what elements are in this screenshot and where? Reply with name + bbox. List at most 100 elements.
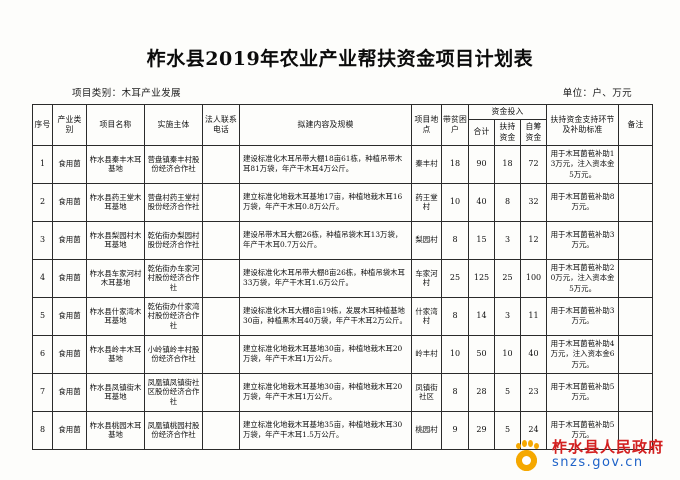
cell-remark (618, 182, 654, 222)
cell-location: 秦丰村 (411, 144, 442, 184)
cell-total: 50 (468, 334, 495, 374)
cell-project-name: 柞水县桃园木耳基地 (86, 410, 145, 450)
cell-implementer: 营盘镇秦丰村股份经济合作社 (144, 144, 203, 184)
table-row: 8 食用菌 柞水县桃园木耳基地 凤凰镇桃园村股份经济合作社 建立标准化地栽木耳基地35亩… (32, 410, 654, 450)
cell-support: 5 (494, 410, 521, 450)
cell-project-name: 柞水县岭丰木耳基地 (86, 334, 145, 374)
cell-no: 4 (32, 258, 53, 298)
cell-content-scale: 建立标准化地栽木耳基地17亩，种植地栽木耳16万袋，年产干木耳0.8万公斤。 (239, 182, 412, 222)
table-row: 5 食用菌 柞水县什家湾木耳基地 乾佑街办什家湾村股份经济合作社 建设标准化木耳大棚8亩… (32, 296, 654, 336)
cell-location: 什家湾村 (411, 296, 442, 336)
cell-remark (618, 410, 654, 450)
col-header-industry: 产业类别 (52, 104, 87, 146)
cell-total: 125 (468, 258, 495, 298)
cell-location: 岭丰村 (411, 334, 442, 374)
cell-legal-phone (202, 144, 240, 184)
table-row: 3 食用菌 柞水县梨园村木耳基地 乾佑街办梨园村股份经济合作社 建设吊带木耳大棚26栋，… (32, 220, 654, 260)
cell-self-raised: 12 (519, 220, 548, 260)
cell-content-scale: 建设吊带木耳大棚26栋，种植吊袋木耳13万袋，年产干木耳0.7万公斤。 (239, 220, 412, 260)
cell-legal-phone (202, 220, 240, 260)
cell-implementer: 小岭镇岭丰村股份经济合作社 (144, 334, 203, 374)
cell-support: 3 (494, 220, 521, 260)
cell-project-name: 柞水县凤镇街木耳基地 (86, 372, 145, 412)
cell-implementer: 营盘村药王堂村股份经济合作社 (144, 182, 203, 222)
cell-legal-phone (202, 182, 240, 222)
cell-standard: 用于木耳菌苞补助8万元。 (546, 182, 620, 222)
cell-industry: 食用菌 (52, 182, 87, 222)
cell-remark (618, 372, 654, 412)
cell-poor-households: 10 (441, 182, 469, 222)
cell-standard: 用于木耳菌苞补助5万元。 (546, 410, 620, 450)
cell-self-raised: 100 (519, 258, 548, 298)
cell-total: 29 (468, 410, 495, 450)
cell-project-name: 柞水县车家河村木耳基地 (86, 258, 145, 298)
cell-standard: 用于木耳菌苞补助20万元，注入资本金5万元。 (546, 258, 620, 298)
col-header-funds-group: 资金投入 (467, 103, 548, 121)
project-category-label: 项目类别：木耳产业发展 (72, 88, 181, 99)
cell-total: 15 (468, 220, 495, 260)
col-header-content-scale: 拟建内容及规模 (239, 104, 412, 146)
cell-remark (618, 334, 654, 374)
cell-implementer: 乾佑街办梨园村股份经济合作社 (144, 220, 203, 260)
col-header-legal-phone: 法人联系电话 (202, 104, 240, 146)
cell-legal-phone (202, 410, 240, 450)
cell-standard: 用于木耳菌苞补助4万元，注入资本金6万元。 (546, 334, 620, 374)
watermark-url: snzs.gov.cn (551, 455, 644, 471)
cell-no: 3 (32, 220, 53, 260)
cell-no: 8 (32, 410, 53, 450)
cell-content-scale: 建设标准化木耳吊带大棚8亩26栋，种植吊袋木耳33万袋，年产干木耳1.6万公斤。 (239, 258, 412, 298)
cell-support: 8 (494, 182, 521, 222)
cell-project-name: 柞水县什家湾木耳基地 (86, 296, 145, 336)
col-header-standard: 扶持资金支持环节及补助标准 (546, 104, 620, 146)
cell-support: 3 (494, 296, 521, 336)
cell-content-scale: 建立标准化地栽木耳基地30亩，种植地栽木耳20万袋，年产干木耳1万公斤。 (239, 372, 412, 412)
col-header-self-raised: 自筹资金 (519, 119, 548, 146)
cell-remark (618, 220, 654, 260)
cell-legal-phone (202, 372, 240, 412)
sub-header: 项目类别：木耳产业发展 单位：户、万元 (72, 85, 650, 99)
cell-support: 25 (494, 258, 521, 298)
cell-self-raised: 32 (519, 182, 548, 222)
cell-total: 28 (468, 372, 495, 412)
cell-industry: 食用菌 (52, 258, 87, 298)
cell-remark (618, 258, 654, 298)
cell-project-name: 柞水县梨园村木耳基地 (86, 220, 145, 260)
cell-content-scale: 建立标准化地栽木耳基地30亩，种植地栽木耳20万袋，年产干木耳1万公斤。 (239, 334, 412, 374)
cell-standard: 用于木耳菌苞补助3万元。 (546, 296, 620, 336)
cell-poor-households: 8 (441, 296, 469, 336)
cell-no: 5 (32, 296, 53, 336)
cell-self-raised: 11 (519, 296, 548, 336)
cell-self-raised: 23 (519, 372, 548, 412)
project-plan-table: 序号 产业类别 项目名称 实施主体 法人联系电话 拟建内容及规模 项目地点 带贫… (32, 103, 654, 450)
cell-support: 18 (494, 144, 521, 184)
cell-no: 2 (32, 182, 53, 222)
cell-poor-households: 9 (441, 410, 469, 450)
cell-location: 梨园村 (411, 220, 442, 260)
cell-no: 1 (32, 144, 53, 184)
cell-location: 桃园村 (411, 410, 442, 450)
cell-legal-phone (202, 334, 240, 374)
cell-remark (618, 144, 654, 184)
col-header-poor-households: 带贫困户 (441, 104, 469, 146)
cell-total: 40 (468, 182, 495, 222)
unit-label: 单位：户、万元 (562, 88, 632, 99)
cell-poor-households: 10 (441, 334, 469, 374)
cell-implementer: 凤凰镇桃园村股份经济合作社 (144, 410, 203, 450)
cell-poor-households: 8 (441, 220, 469, 260)
cell-standard: 用于木耳菌苞补助5万元。 (546, 372, 620, 412)
col-header-remark: 备注 (618, 104, 654, 146)
cell-content-scale: 建设标准化木耳吊带大棚18亩61栋，种植吊带木耳81万袋，年产干木耳4万公斤。 (239, 144, 412, 184)
cell-standard: 用于木耳菌苞补助3万元。 (546, 220, 620, 260)
cell-legal-phone (202, 258, 240, 298)
cell-no: 6 (32, 334, 53, 374)
col-header-location: 项目地点 (411, 104, 442, 146)
cell-content-scale: 建立标准化地栽木耳基地35亩，种植地栽木耳30万袋，年产干木耳1.5万公斤。 (239, 410, 412, 450)
col-header-implementer: 实施主体 (144, 104, 203, 146)
cell-industry: 食用菌 (52, 220, 87, 260)
table-row: 1 食用菌 柞水县秦丰木耳基地 营盘镇秦丰村股份经济合作社 建设标准化木耳吊带大棚18亩… (32, 144, 654, 184)
table-row: 4 食用菌 柞水县车家河村木耳基地 乾佑街办车家河村股份经济合作社 建设标准化木耳吊带大… (32, 258, 654, 298)
header-row-1: 序号 产业类别 项目名称 实施主体 法人联系电话 拟建内容及规模 项目地点 带贫… (32, 103, 654, 146)
cell-total: 90 (468, 144, 495, 184)
cell-total: 14 (468, 296, 495, 336)
